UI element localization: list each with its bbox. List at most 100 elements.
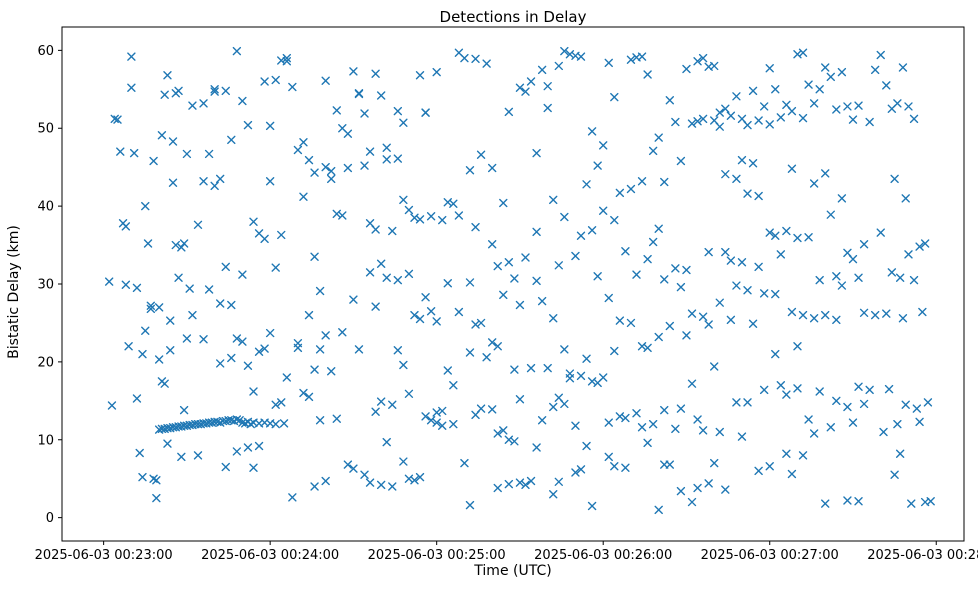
data-point (349, 67, 358, 76)
data-point (732, 398, 741, 407)
data-point (254, 347, 264, 356)
data-point (854, 497, 863, 506)
data-point (493, 483, 502, 493)
data-point (626, 184, 636, 194)
data-point (260, 234, 269, 244)
data-point (221, 462, 230, 472)
data-point (249, 217, 258, 226)
data-point (693, 117, 702, 126)
data-point (809, 99, 819, 108)
data-point (510, 274, 519, 283)
data-point (426, 212, 436, 221)
data-point (815, 85, 824, 94)
x-tick-label: 2025-06-03 00:26:00 (534, 548, 672, 563)
data-point (759, 289, 769, 298)
data-point (171, 423, 180, 432)
data-point (715, 122, 724, 131)
data-point (643, 70, 652, 79)
data-point (532, 443, 541, 452)
data-point (504, 257, 514, 267)
data-point (166, 345, 175, 355)
data-point (671, 117, 680, 127)
data-point (865, 117, 874, 127)
data-point (399, 360, 408, 370)
data-point (454, 48, 464, 57)
data-point (904, 250, 913, 259)
data-point (793, 342, 802, 351)
data-point (277, 398, 286, 407)
data-point (537, 65, 547, 75)
data-point (493, 342, 502, 351)
data-point (310, 482, 319, 491)
data-point (499, 426, 508, 435)
data-point (393, 345, 403, 355)
data-point (593, 272, 602, 281)
data-point (149, 474, 158, 483)
data-point (754, 191, 763, 201)
data-point (890, 470, 899, 480)
data-point (710, 61, 719, 71)
data-point (804, 80, 813, 89)
data-point (110, 114, 119, 124)
data-point (920, 239, 930, 248)
data-point (901, 194, 910, 203)
data-point (909, 275, 919, 285)
data-point (293, 343, 303, 353)
x-tick-label: 2025-06-03 00:23:00 (35, 548, 173, 563)
data-point (765, 64, 774, 73)
data-point (277, 230, 286, 240)
data-point (610, 462, 619, 471)
data-point (721, 104, 730, 113)
data-point (349, 295, 358, 304)
scatter-points (104, 46, 935, 515)
data-point (332, 414, 341, 423)
data-point (221, 416, 230, 426)
data-point (754, 262, 763, 272)
data-point (179, 239, 189, 248)
data-point (376, 397, 386, 406)
data-point (288, 493, 297, 502)
data-point (438, 406, 447, 416)
data-point (676, 156, 686, 166)
data-point (532, 276, 541, 286)
data-point (371, 225, 380, 234)
data-point (127, 83, 136, 92)
data-point (282, 57, 292, 66)
data-point (193, 419, 203, 429)
data-point (421, 108, 430, 117)
data-point (299, 192, 308, 201)
data-point (504, 479, 514, 489)
data-point (687, 379, 697, 388)
data-point (532, 227, 541, 237)
data-point (560, 345, 569, 354)
data-point (121, 280, 131, 289)
data-point (471, 222, 480, 232)
data-point (732, 174, 741, 184)
data-point (804, 233, 813, 242)
data-point (163, 439, 172, 448)
data-point (621, 463, 630, 472)
data-point (371, 69, 380, 78)
data-point (371, 407, 380, 416)
data-point (482, 353, 491, 362)
data-point (604, 452, 613, 462)
data-point (227, 300, 236, 310)
data-point (127, 52, 136, 61)
data-point (748, 319, 758, 328)
data-point (560, 212, 569, 222)
data-point (560, 46, 569, 56)
data-point (826, 72, 835, 82)
y-tick-label: 20 (37, 355, 54, 370)
data-point (104, 277, 114, 286)
data-point (704, 62, 713, 71)
data-point (710, 458, 719, 468)
data-point (887, 268, 897, 277)
data-point (227, 416, 236, 425)
data-point (415, 314, 425, 324)
data-point (376, 91, 386, 100)
data-point (399, 118, 408, 127)
data-point (160, 424, 169, 434)
data-point (765, 120, 774, 129)
data-point (443, 366, 452, 375)
data-point (687, 497, 697, 507)
